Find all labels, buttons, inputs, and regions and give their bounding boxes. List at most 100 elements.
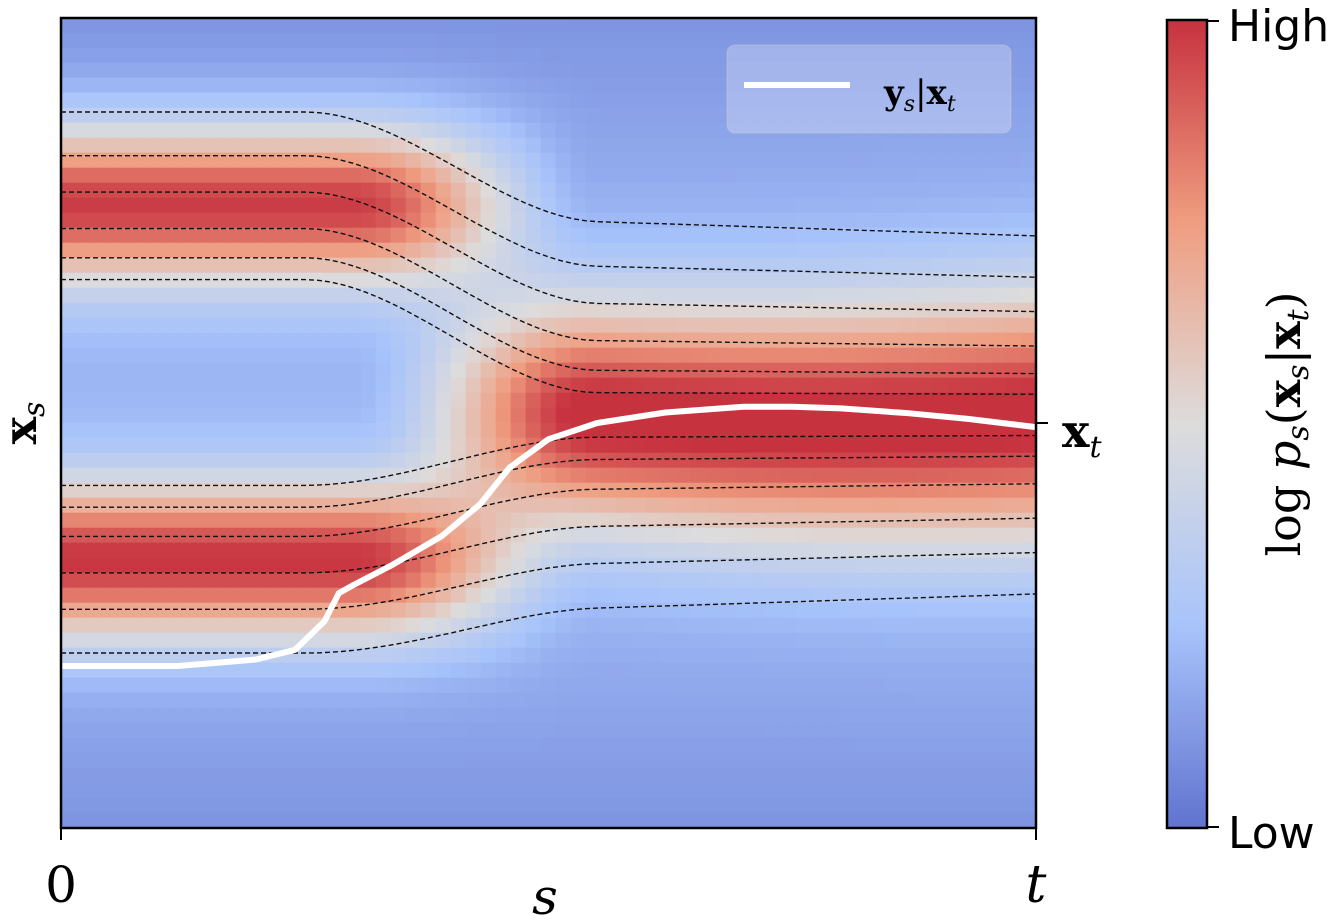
heatmap-cell	[765, 422, 782, 439]
heatmap-cell	[345, 122, 362, 139]
heatmap-cell	[195, 182, 212, 199]
heatmap-cell	[795, 257, 812, 274]
heatmap-cell	[690, 542, 707, 559]
heatmap-cell	[900, 797, 917, 814]
heatmap-cell	[210, 47, 227, 64]
heatmap-cell	[795, 557, 812, 574]
heatmap-cell	[915, 497, 932, 514]
heatmap-cell	[975, 32, 992, 49]
heatmap-cell	[165, 257, 182, 274]
heatmap-cell	[690, 392, 707, 409]
heatmap-cell	[465, 77, 482, 94]
heatmap-cell	[690, 77, 707, 94]
heatmap-cell	[120, 587, 137, 604]
heatmap-cell	[630, 602, 647, 619]
heatmap-cell	[1005, 287, 1022, 304]
heatmap-cell	[195, 407, 212, 424]
heatmap-cell	[270, 692, 287, 709]
heatmap-cell	[150, 572, 167, 589]
heatmap-cell	[225, 467, 242, 484]
heatmap-cell	[225, 617, 242, 634]
heatmap-cell	[780, 527, 797, 544]
heatmap-cell	[945, 617, 962, 634]
heatmap-cell	[795, 62, 812, 79]
heatmap-cell	[1020, 407, 1036, 424]
heatmap-cell	[285, 512, 302, 529]
heatmap-cell	[390, 437, 407, 454]
heatmap-cell	[570, 587, 587, 604]
heatmap-cell	[900, 527, 917, 544]
heatmap-cell	[105, 242, 122, 259]
heatmap-cell	[285, 422, 302, 439]
heatmap-cell	[240, 407, 257, 424]
heatmap-cell	[915, 18, 932, 34]
heatmap-cell	[210, 197, 227, 214]
heatmap-cell	[255, 422, 272, 439]
heatmap-cell	[135, 377, 152, 394]
heatmap-cell	[1020, 287, 1036, 304]
heatmap-cell	[720, 227, 737, 244]
heatmap-cell	[765, 332, 782, 349]
heatmap-cell	[945, 767, 962, 784]
heatmap-cell	[360, 212, 377, 229]
heatmap-cell	[795, 437, 812, 454]
heatmap-cell	[555, 212, 572, 229]
heatmap-cell	[240, 317, 257, 334]
heatmap-cell	[405, 302, 422, 319]
heatmap-cell	[720, 362, 737, 379]
heatmap-cell	[540, 227, 557, 244]
heatmap-cell	[255, 18, 272, 34]
heatmap-cell	[105, 182, 122, 199]
heatmap-cell	[540, 242, 557, 259]
heatmap-cell	[225, 317, 242, 334]
heatmap-cell	[810, 467, 827, 484]
heatmap-cell	[810, 197, 827, 214]
heatmap-cell	[795, 602, 812, 619]
heatmap-cell	[210, 587, 227, 604]
heatmap-cell	[61, 812, 77, 828]
heatmap-cell	[615, 737, 632, 754]
heatmap-cell	[90, 362, 107, 379]
heatmap-cell	[915, 62, 932, 79]
heatmap-cell	[840, 752, 857, 769]
heatmap-cell	[90, 452, 107, 469]
heatmap-cell	[330, 662, 347, 679]
heatmap-cell	[390, 662, 407, 679]
heatmap-cell	[1020, 332, 1036, 349]
heatmap-cell	[450, 587, 467, 604]
heatmap-cell	[630, 467, 647, 484]
heatmap-cell	[330, 692, 347, 709]
heatmap-cell	[420, 332, 437, 349]
heatmap-cell	[570, 467, 587, 484]
heatmap-cell	[975, 122, 992, 139]
heatmap-cell	[930, 572, 947, 589]
heatmap-cell	[195, 737, 212, 754]
heatmap-cell	[975, 182, 992, 199]
heatmap-cell	[855, 452, 872, 469]
heatmap-cell	[660, 482, 677, 499]
heatmap-cell	[330, 272, 347, 289]
heatmap-cell	[75, 62, 92, 79]
heatmap-cell	[285, 272, 302, 289]
heatmap-cell	[765, 662, 782, 679]
heatmap-cell	[960, 542, 977, 559]
heatmap-cell	[390, 152, 407, 169]
heatmap-cell	[165, 497, 182, 514]
heatmap-cell	[630, 227, 647, 244]
heatmap-cell	[735, 797, 752, 814]
heatmap-cell	[870, 677, 887, 694]
heatmap-cell	[360, 812, 377, 828]
heatmap-cell	[915, 617, 932, 634]
heatmap-cell	[225, 722, 242, 739]
heatmap-cell	[285, 542, 302, 559]
heatmap-cell	[915, 167, 932, 184]
heatmap-cell	[270, 317, 287, 334]
heatmap-cell	[195, 467, 212, 484]
heatmap-cell	[225, 167, 242, 184]
heatmap-cell	[61, 377, 77, 394]
heatmap-cell	[750, 782, 767, 799]
heatmap-cell	[90, 422, 107, 439]
heatmap-cell	[255, 452, 272, 469]
heatmap-cell	[660, 362, 677, 379]
heatmap-cell	[195, 212, 212, 229]
